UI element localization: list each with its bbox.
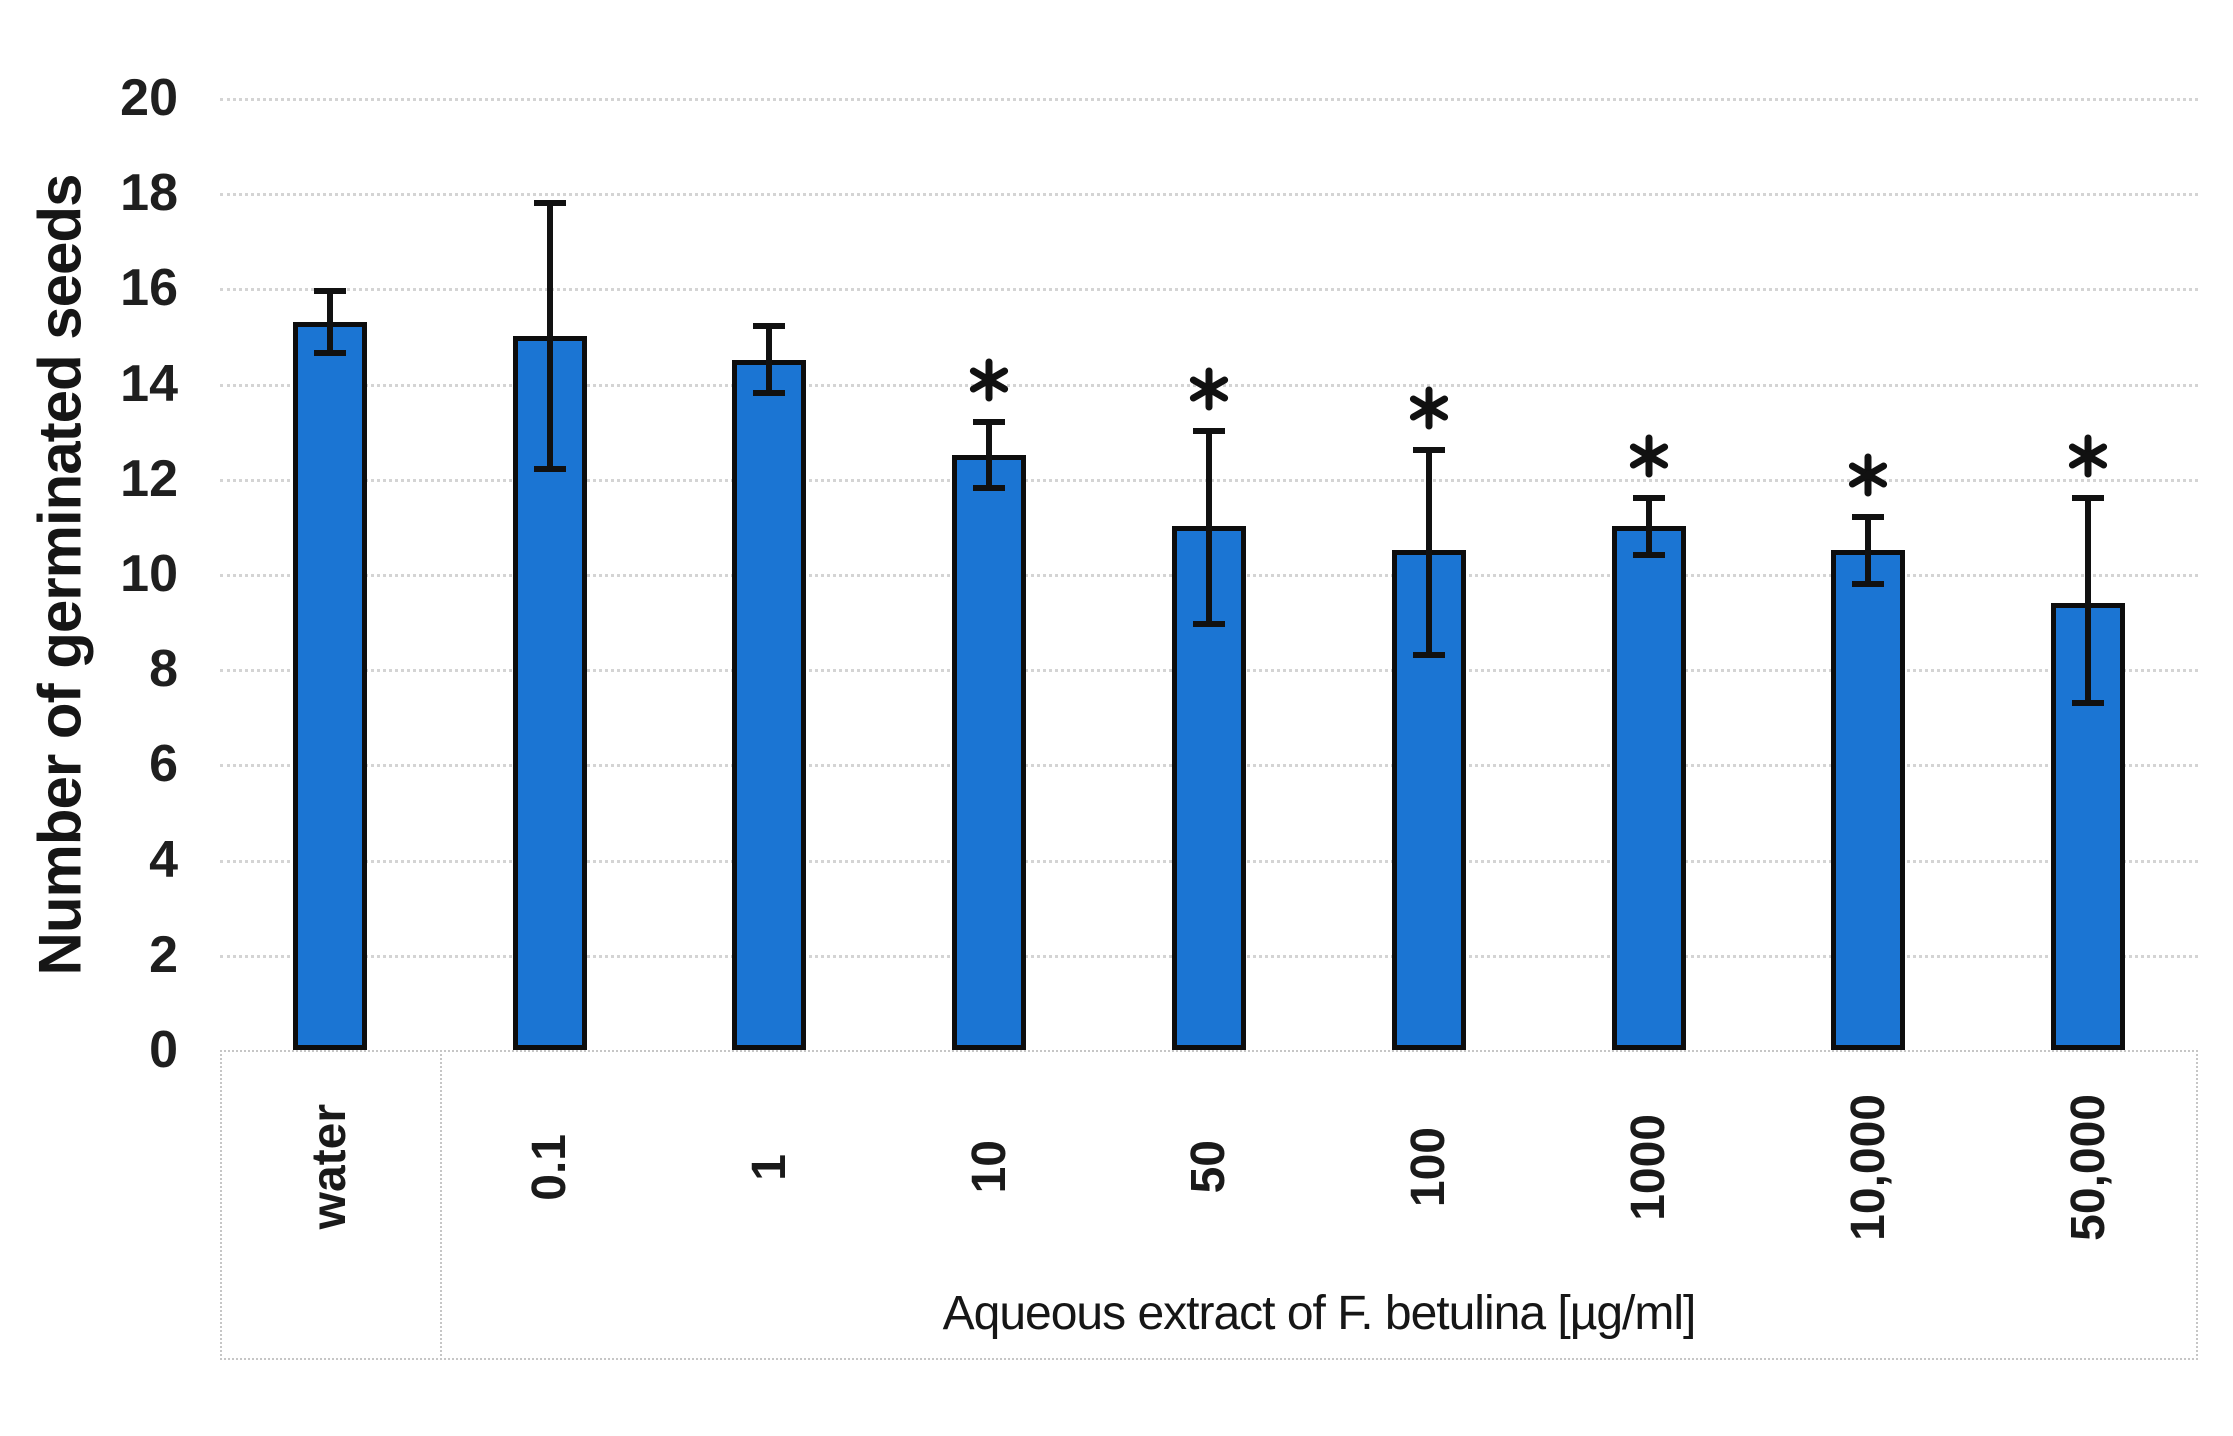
category-axis-box [220, 1050, 2198, 1360]
error-bar-cap-bottom [1632, 551, 1665, 558]
error-bar-line [1206, 431, 1212, 624]
category-label-water: water [303, 1104, 357, 1230]
y-tick-label-12: 12 [120, 449, 178, 508]
error-bar-cap-top [973, 418, 1006, 425]
error-bar-cap-top [1193, 428, 1225, 435]
y-tick-label-20: 20 [120, 69, 178, 127]
gridline-y-20 [220, 98, 2198, 101]
error-bar-line [766, 326, 773, 394]
category-label-50-000: 50,000 [2061, 1093, 2115, 1241]
y-tick-label-16: 16 [120, 259, 178, 318]
category-label-wrap: 50 [1099, 1058, 1319, 1276]
y-tick-label-18: 18 [120, 164, 178, 223]
category-label-10: 10 [962, 1140, 1016, 1194]
control-group-divider [440, 1050, 442, 1360]
y-tick-label-10: 10 [120, 545, 178, 603]
y-tick-label-2: 2 [149, 925, 178, 984]
error-bar-cap-bottom [313, 349, 346, 356]
error-bar-cap-bottom [533, 466, 566, 473]
bar-10 [952, 455, 1027, 1050]
significance-asterisk [1187, 367, 1231, 411]
category-label-50: 50 [1182, 1140, 1236, 1194]
category-label-wrap: 100 [1319, 1058, 1539, 1276]
category-label-wrap: water [220, 1058, 440, 1276]
significance-asterisk [1627, 434, 1671, 478]
category-label-wrap: 0.1 [440, 1058, 660, 1276]
error-bar-cap-bottom [1193, 620, 1225, 627]
category-label-wrap: 10 [879, 1058, 1099, 1276]
error-bar-cap-bottom [2072, 699, 2105, 706]
error-bar-cap-top [1412, 447, 1445, 454]
error-bar-cap-bottom [753, 390, 786, 397]
error-bar-line [1865, 516, 1872, 584]
error-bar-cap-bottom [973, 485, 1006, 492]
error-bar-line [1425, 450, 1432, 655]
error-bar-line [986, 421, 993, 489]
category-label-10-000: 10,000 [1841, 1093, 1895, 1241]
error-bar-line [326, 290, 333, 353]
gridline-y-18 [220, 193, 2198, 197]
error-bar-line [2085, 497, 2092, 703]
y-tick-label-8: 8 [149, 640, 178, 699]
error-bar-cap-bottom [1412, 651, 1445, 658]
significance-asterisk [1407, 386, 1451, 430]
error-bar-cap-top [2072, 494, 2105, 501]
category-label-0.1: 0.1 [523, 1133, 577, 1201]
category-label-wrap: 1000 [1539, 1058, 1759, 1276]
category-label-wrap: 1 [660, 1058, 880, 1276]
category-label-100: 100 [1402, 1126, 1456, 1208]
error-bar-cap-top [1852, 513, 1885, 520]
category-label-1: 1 [742, 1153, 796, 1181]
bar-1000 [1611, 526, 1686, 1050]
error-bar-cap-top [1632, 494, 1665, 501]
bar-10-000 [1831, 550, 1906, 1050]
bar-1 [732, 359, 807, 1050]
category-label-wrap: 50,000 [1978, 1058, 2198, 1276]
error-bar-cap-bottom [1852, 580, 1885, 587]
gridline-y-16 [220, 288, 2198, 292]
significance-asterisk [967, 358, 1011, 402]
error-bar-cap-top [533, 199, 566, 206]
significance-asterisk [1846, 453, 1890, 497]
y-tick-label-14: 14 [120, 354, 178, 413]
error-bar-line [546, 202, 553, 470]
error-bar-cap-top [313, 287, 346, 294]
y-tick-label-0: 0 [149, 1021, 178, 1079]
category-label-wrap: 10,000 [1758, 1058, 1978, 1276]
error-bar-cap-top [753, 323, 786, 330]
bar-water [292, 321, 367, 1050]
category-label-1000: 1000 [1622, 1113, 1676, 1221]
y-tick-label-4: 4 [149, 830, 178, 889]
x-axis-title: Aqueous extract of F. betulina [µg/ml] [942, 1287, 1697, 1340]
significance-asterisk [2066, 434, 2110, 478]
error-bar-line [1645, 497, 1652, 555]
y-tick-label-6: 6 [149, 735, 178, 794]
